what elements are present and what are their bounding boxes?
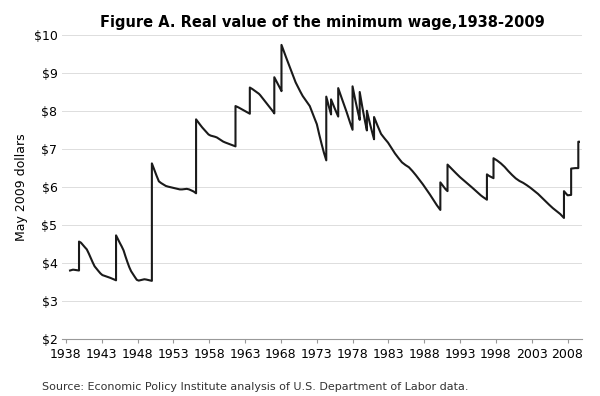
Title: Figure A. Real value of the minimum wage,1938-2009: Figure A. Real value of the minimum wage… (100, 15, 544, 30)
Text: Source: Economic Policy Institute analysis of U.S. Department of Labor data.: Source: Economic Policy Institute analys… (42, 382, 469, 392)
Y-axis label: May 2009 dollars: May 2009 dollars (15, 133, 28, 241)
